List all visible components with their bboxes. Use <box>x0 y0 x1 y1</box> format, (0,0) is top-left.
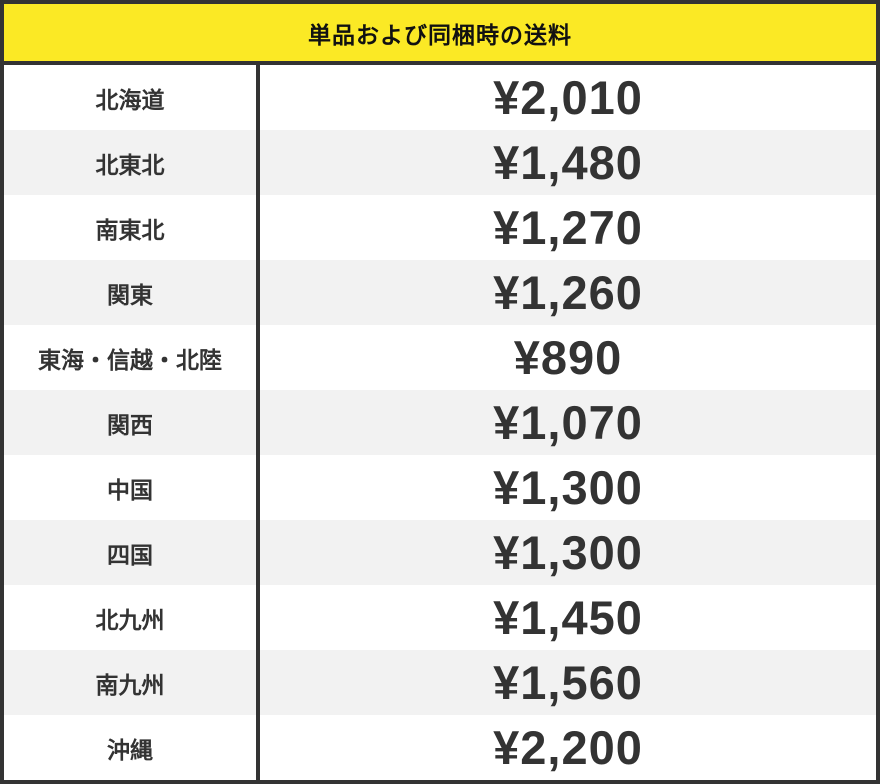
region-cell: 関西 <box>4 390 260 455</box>
price-cell: ¥1,480 <box>493 136 643 189</box>
table-row: 沖縄 ¥2,200 <box>4 715 876 780</box>
price-cell: ¥2,010 <box>493 71 643 124</box>
table-body: 北海道 ¥2,010 北東北 ¥1,480 南東北 ¥1,270 関東 ¥1,2… <box>4 65 876 780</box>
table-row: 北海道 ¥2,010 <box>4 65 876 130</box>
region-cell: 関東 <box>4 260 260 325</box>
price-cell: ¥1,300 <box>493 526 643 579</box>
price-cell: ¥1,070 <box>493 396 643 449</box>
region-cell: 中国 <box>4 455 260 520</box>
table-row: 南九州 ¥1,560 <box>4 650 876 715</box>
table-title: 単品および同梱時の送料 <box>308 21 572 48</box>
price-cell: ¥1,560 <box>493 656 643 709</box>
price-cell: ¥1,260 <box>493 266 643 319</box>
region-cell: 北東北 <box>4 130 260 195</box>
region-cell: 東海・信越・北陸 <box>4 325 260 390</box>
table-row: 北九州 ¥1,450 <box>4 585 876 650</box>
table-title-banner: 単品および同梱時の送料 <box>4 4 876 65</box>
region-cell: 南東北 <box>4 195 260 260</box>
table-row: 関西 ¥1,070 <box>4 390 876 455</box>
region-cell: 南九州 <box>4 650 260 715</box>
table-row: 南東北 ¥1,270 <box>4 195 876 260</box>
price-cell: ¥1,300 <box>493 461 643 514</box>
region-cell: 北海道 <box>4 65 260 130</box>
region-cell: 北九州 <box>4 585 260 650</box>
price-cell: ¥1,270 <box>493 201 643 254</box>
price-cell: ¥2,200 <box>493 721 643 774</box>
region-cell: 四国 <box>4 520 260 585</box>
table-row: 中国 ¥1,300 <box>4 455 876 520</box>
table-row: 北東北 ¥1,480 <box>4 130 876 195</box>
table-row: 四国 ¥1,300 <box>4 520 876 585</box>
table-row: 関東 ¥1,260 <box>4 260 876 325</box>
table-row: 東海・信越・北陸 ¥890 <box>4 325 876 390</box>
price-cell: ¥1,450 <box>493 591 643 644</box>
price-cell: ¥890 <box>513 331 623 384</box>
region-cell: 沖縄 <box>4 715 260 780</box>
